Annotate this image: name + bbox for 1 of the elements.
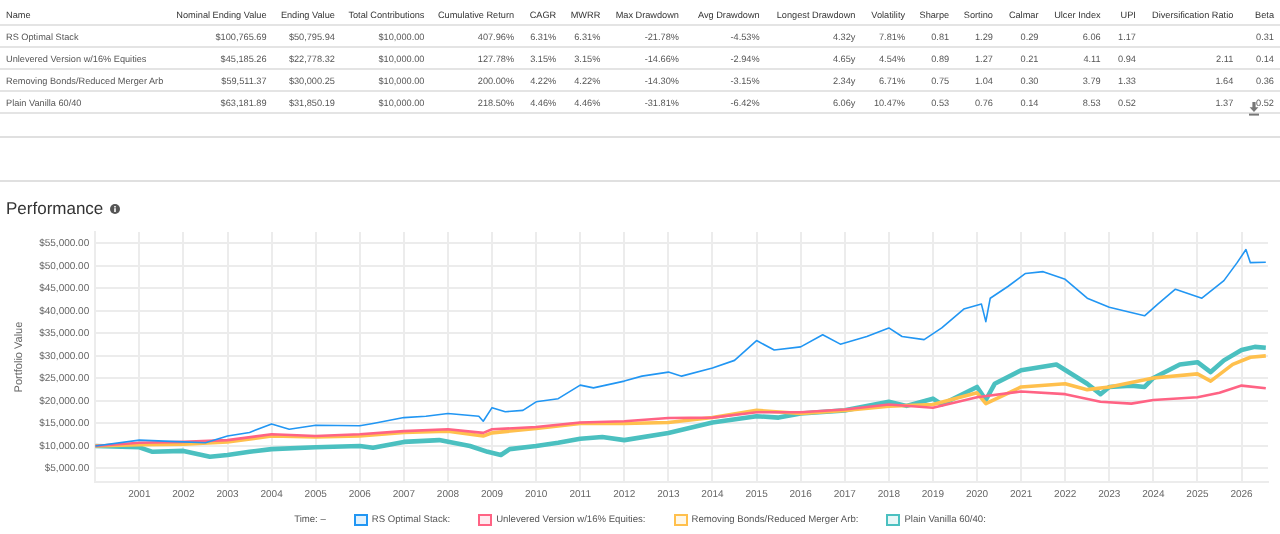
chart-title: Performance (6, 198, 104, 218)
